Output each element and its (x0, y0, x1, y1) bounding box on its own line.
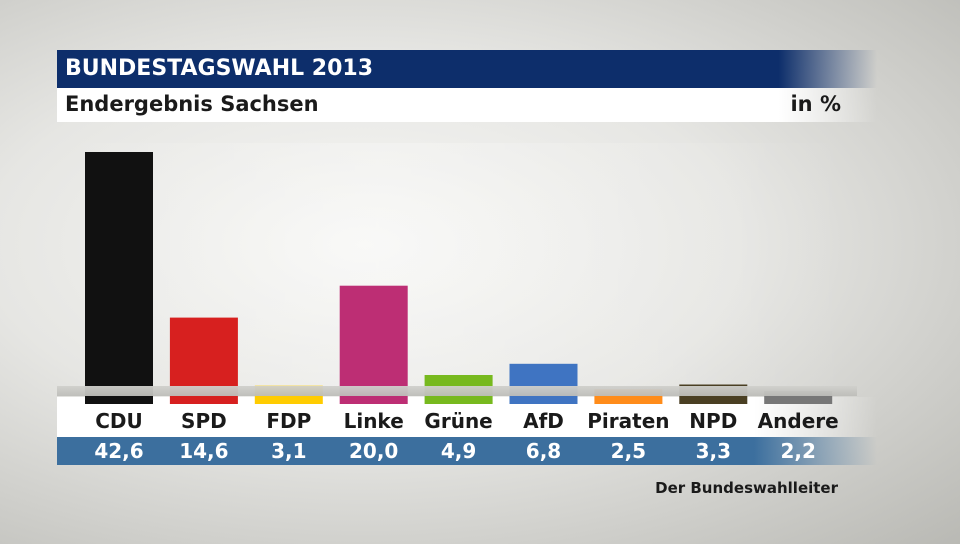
category-label-afd: AfD (523, 409, 564, 433)
value-label-npd: 3,3 (695, 439, 732, 463)
category-label-grüne: Grüne (424, 409, 493, 433)
subtitle-bar: Endergebnis Sachsen in % (57, 88, 877, 122)
category-label-fdp: FDP (266, 409, 312, 433)
value-label-linke: 20,0 (349, 439, 399, 463)
bar-afd (509, 363, 578, 404)
value-label-piraten: 2,5 (610, 439, 647, 463)
chart-subtitle: Endergebnis Sachsen (65, 92, 319, 116)
value-label-fdp: 3,1 (271, 439, 307, 463)
chart-title: BUNDESTAGSWAHL 2013 (65, 56, 374, 81)
bar-cdu (85, 152, 153, 404)
chart-baseline (57, 386, 857, 396)
value-label-afd: 6,8 (525, 439, 562, 463)
source-label: Der Bundeswahlleiter (655, 479, 838, 497)
category-label-spd: SPD (181, 409, 227, 433)
value-label-cdu: 42,6 (94, 439, 144, 463)
category-label-andere: Andere (757, 409, 839, 433)
value-label-spd: 14,6 (179, 439, 229, 463)
category-label-linke: Linke (343, 409, 404, 433)
unit-label: in % (790, 92, 841, 116)
value-label-andere: 2,2 (780, 439, 816, 463)
category-label-piraten: Piraten (587, 409, 670, 433)
title-bar: BUNDESTAGSWAHL 2013 (57, 50, 877, 88)
values-strip (57, 437, 877, 465)
value-label-grüne: 4,9 (440, 439, 477, 463)
category-label-npd: NPD (689, 409, 738, 433)
category-label-cdu: CDU (95, 409, 143, 433)
bar-linke (339, 285, 408, 404)
